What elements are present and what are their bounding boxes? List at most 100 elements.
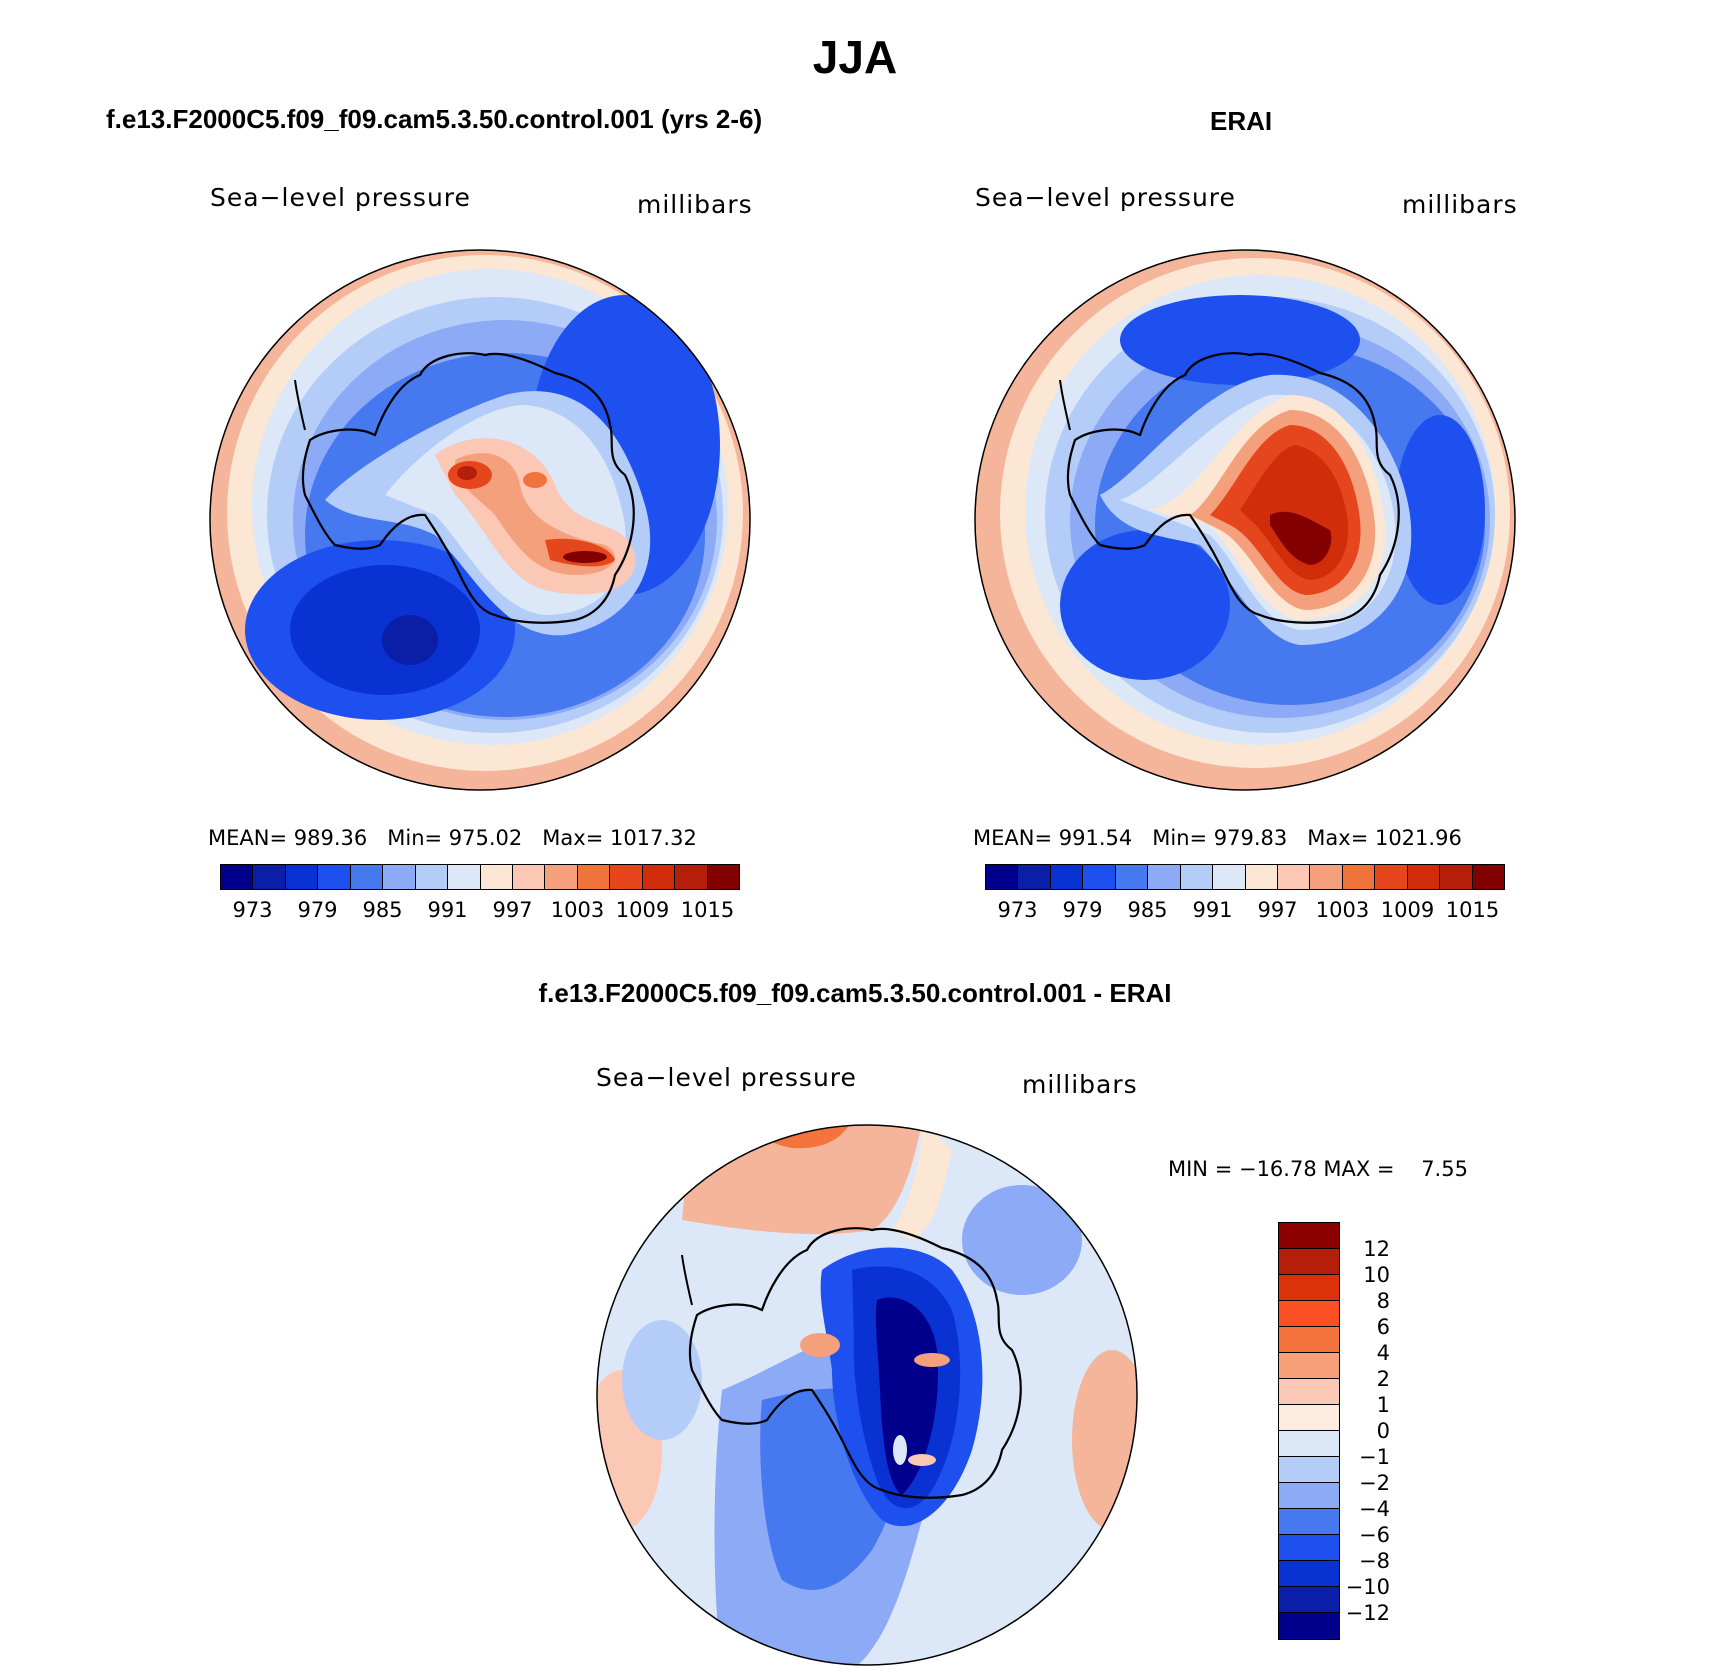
colorbar-tick-label: 979 — [1062, 898, 1103, 922]
colorbar-swatch — [610, 865, 643, 889]
colorbar-tick-label: 1009 — [1380, 898, 1435, 922]
obs-panel-title: ERAI — [1210, 106, 1273, 136]
colorbar-swatch — [1440, 865, 1473, 889]
colorbar-swatch — [1213, 865, 1246, 889]
colorbar-tick-label: −1 — [1359, 1445, 1390, 1469]
colorbar-tick-label: 1009 — [615, 898, 670, 922]
obs-colorbar-ticks: 973 979 985 991 997 1003 1009 1015 — [985, 896, 1505, 926]
colorbar-swatch — [1279, 1301, 1339, 1327]
colorbar-tick-label: 991 — [1192, 898, 1233, 922]
model-variable-label: Sea−level pressure — [210, 183, 471, 212]
colorbar-tick-label: 997 — [1257, 898, 1298, 922]
colorbar-swatch — [1245, 865, 1278, 889]
colorbar-swatch — [577, 865, 611, 889]
colorbar-swatch — [1277, 865, 1311, 889]
colorbar-tick-label: −10 — [1345, 1575, 1390, 1599]
colorbar-swatch — [480, 865, 513, 889]
colorbar-swatch — [642, 865, 676, 889]
obs-slp-map — [974, 249, 1516, 791]
colorbar-swatch — [1115, 865, 1149, 889]
diff-slp-map — [596, 1124, 1138, 1666]
colorbar-swatch — [1279, 1249, 1339, 1275]
colorbar-swatch — [1279, 1405, 1339, 1431]
obs-colorbar — [985, 864, 1505, 890]
colorbar-swatch — [350, 865, 384, 889]
diff-units-label: millibars — [1022, 1070, 1138, 1099]
colorbar-tick-label: 973 — [997, 898, 1038, 922]
colorbar-tick-label: 10 — [1363, 1263, 1390, 1287]
obs-variable-label: Sea−level pressure — [975, 183, 1236, 212]
diff-variable-label: Sea−level pressure — [596, 1063, 857, 1092]
colorbar-tick-label: −12 — [1345, 1601, 1390, 1625]
colorbar-swatch — [221, 865, 254, 889]
colorbar-tick-label: 2 — [1376, 1367, 1390, 1391]
colorbar-swatch — [1279, 1327, 1339, 1353]
colorbar-swatch — [1407, 865, 1441, 889]
colorbar-tick-label: 997 — [492, 898, 533, 922]
colorbar-tick-label: 12 — [1363, 1237, 1390, 1261]
colorbar-swatch — [707, 865, 739, 889]
model-panel-title: f.e13.F2000C5.f09_f09.cam5.3.50.control.… — [106, 104, 763, 134]
colorbar-swatch — [1180, 865, 1214, 889]
colorbar-swatch — [1279, 1613, 1339, 1639]
model-colorbar — [220, 864, 740, 890]
colorbar-tick-label: 8 — [1376, 1289, 1390, 1313]
diff-panel-title: f.e13.F2000C5.f09_f09.cam5.3.50.control.… — [538, 978, 1172, 1008]
colorbar-tick-label: 4 — [1376, 1341, 1390, 1365]
colorbar-swatch — [1279, 1587, 1339, 1613]
colorbar-swatch — [448, 865, 481, 889]
colorbar-tick-label: 991 — [427, 898, 468, 922]
colorbar-swatch — [675, 865, 708, 889]
colorbar-tick-label: −2 — [1359, 1471, 1390, 1495]
colorbar-swatch — [1018, 865, 1051, 889]
colorbar-tick-label: 1003 — [550, 898, 605, 922]
colorbar-swatch — [253, 865, 286, 889]
colorbar-tick-label: −4 — [1359, 1497, 1390, 1521]
model-colorbar-ticks: 973 979 985 991 997 1003 1009 1015 — [220, 896, 740, 926]
colorbar-tick-label: 6 — [1376, 1315, 1390, 1339]
colorbar-swatch — [986, 865, 1019, 889]
model-units-label: millibars — [637, 190, 753, 219]
colorbar-swatch — [1310, 865, 1343, 889]
colorbar-swatch — [1375, 865, 1408, 889]
colorbar-swatch — [1472, 865, 1504, 889]
colorbar-swatch — [545, 865, 578, 889]
colorbar-swatch — [1279, 1535, 1339, 1561]
colorbar-swatch — [1279, 1561, 1339, 1587]
figure-title: JJA — [812, 31, 898, 83]
diff-colorbar — [1278, 1222, 1340, 1640]
colorbar-swatch — [285, 865, 319, 889]
colorbar-swatch — [1342, 865, 1376, 889]
colorbar-tick-label: 985 — [362, 898, 403, 922]
colorbar-tick-label: −6 — [1359, 1523, 1390, 1547]
colorbar-swatch — [1279, 1509, 1339, 1535]
colorbar-swatch — [1279, 1457, 1339, 1483]
colorbar-tick-label: 979 — [297, 898, 338, 922]
colorbar-swatch — [1279, 1275, 1339, 1301]
colorbar-swatch — [1279, 1379, 1339, 1405]
colorbar-swatch — [512, 865, 546, 889]
colorbar-swatch — [1279, 1223, 1339, 1249]
colorbar-swatch — [1279, 1483, 1339, 1509]
model-slp-map — [209, 249, 751, 791]
colorbar-tick-label: 1003 — [1315, 898, 1370, 922]
diff-stats: MIN = −16.78 MAX = 7.55 — [1168, 1157, 1468, 1181]
colorbar-tick-label: 973 — [232, 898, 273, 922]
colorbar-swatch — [1279, 1353, 1339, 1379]
diff-colorbar-ticks: 12 10 8 6 4 2 1 0 −1 −2 −4 −6 −8 −10 −12 — [1338, 1222, 1408, 1642]
colorbar-tick-label: 0 — [1376, 1419, 1390, 1443]
obs-stats: MEAN= 991.54 Min= 979.83 Max= 1021.96 — [973, 826, 1462, 850]
colorbar-swatch — [415, 865, 449, 889]
colorbar-tick-label: 985 — [1127, 898, 1168, 922]
colorbar-tick-label: 1015 — [680, 898, 735, 922]
colorbar-swatch — [318, 865, 351, 889]
colorbar-tick-label: −8 — [1359, 1549, 1390, 1573]
colorbar-swatch — [1083, 865, 1116, 889]
colorbar-swatch — [1279, 1431, 1339, 1457]
colorbar-swatch — [1050, 865, 1084, 889]
colorbar-tick-label: 1 — [1376, 1393, 1390, 1417]
colorbar-swatch — [1148, 865, 1181, 889]
colorbar-tick-label: 1015 — [1445, 898, 1500, 922]
colorbar-swatch — [383, 865, 416, 889]
obs-units-label: millibars — [1402, 190, 1518, 219]
